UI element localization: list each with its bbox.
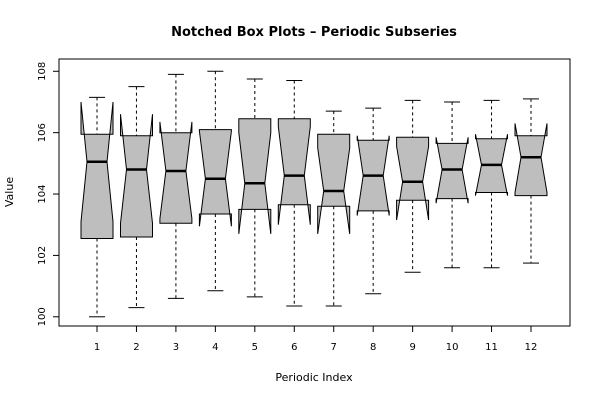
y-tick-label: 106: [37, 123, 48, 142]
box-plot: [514, 98, 548, 264]
x-tick-label: 11: [485, 342, 498, 353]
y-axis: 100 102 104 106 108: [37, 62, 60, 326]
box-body: [120, 114, 153, 238]
y-axis-label: Value: [3, 177, 16, 207]
x-tick-label: 10: [446, 342, 459, 353]
x-tick-label: 1: [94, 342, 100, 353]
box-body: [159, 121, 193, 224]
y-tick-label: 104: [37, 184, 48, 203]
box-plot: [120, 86, 153, 309]
y-tick-label: 100: [37, 307, 48, 326]
box-body: [238, 118, 272, 234]
box-plot: [80, 96, 114, 318]
x-axis: 1 2 3 4 5 6 7 8 9 10 11 12: [94, 325, 538, 353]
box-plot: [356, 107, 390, 295]
box-body: [80, 101, 114, 239]
x-tick-label: 2: [133, 342, 139, 353]
x-tick-label: 12: [525, 342, 538, 353]
chart-title: Notched Box Plots – Periodic Subseries: [171, 25, 457, 40]
box-plot: [396, 99, 430, 273]
box-plot: [159, 73, 193, 299]
x-tick-label: 3: [173, 342, 179, 353]
y-tick-label: 102: [37, 246, 48, 265]
x-tick-label: 9: [409, 342, 415, 353]
box-body: [317, 133, 351, 234]
box-plot: [238, 78, 272, 298]
x-tick-label: 7: [331, 342, 337, 353]
x-tick-label: 4: [212, 342, 218, 353]
box-plot: [277, 79, 311, 307]
box-plot: [317, 110, 351, 307]
x-tick-label: 5: [252, 342, 258, 353]
y-tick-label: 108: [37, 62, 48, 81]
box-body: [277, 118, 311, 225]
x-tick-label: 8: [370, 342, 376, 353]
box-plot: [435, 101, 469, 269]
x-axis-label: Periodic Index: [275, 371, 353, 384]
box-plot: [475, 99, 508, 269]
box-plot: [198, 70, 232, 292]
box-body: [396, 136, 430, 221]
box-body: [514, 123, 548, 197]
box-plots: [80, 70, 548, 318]
x-tick-label: 6: [291, 342, 297, 353]
